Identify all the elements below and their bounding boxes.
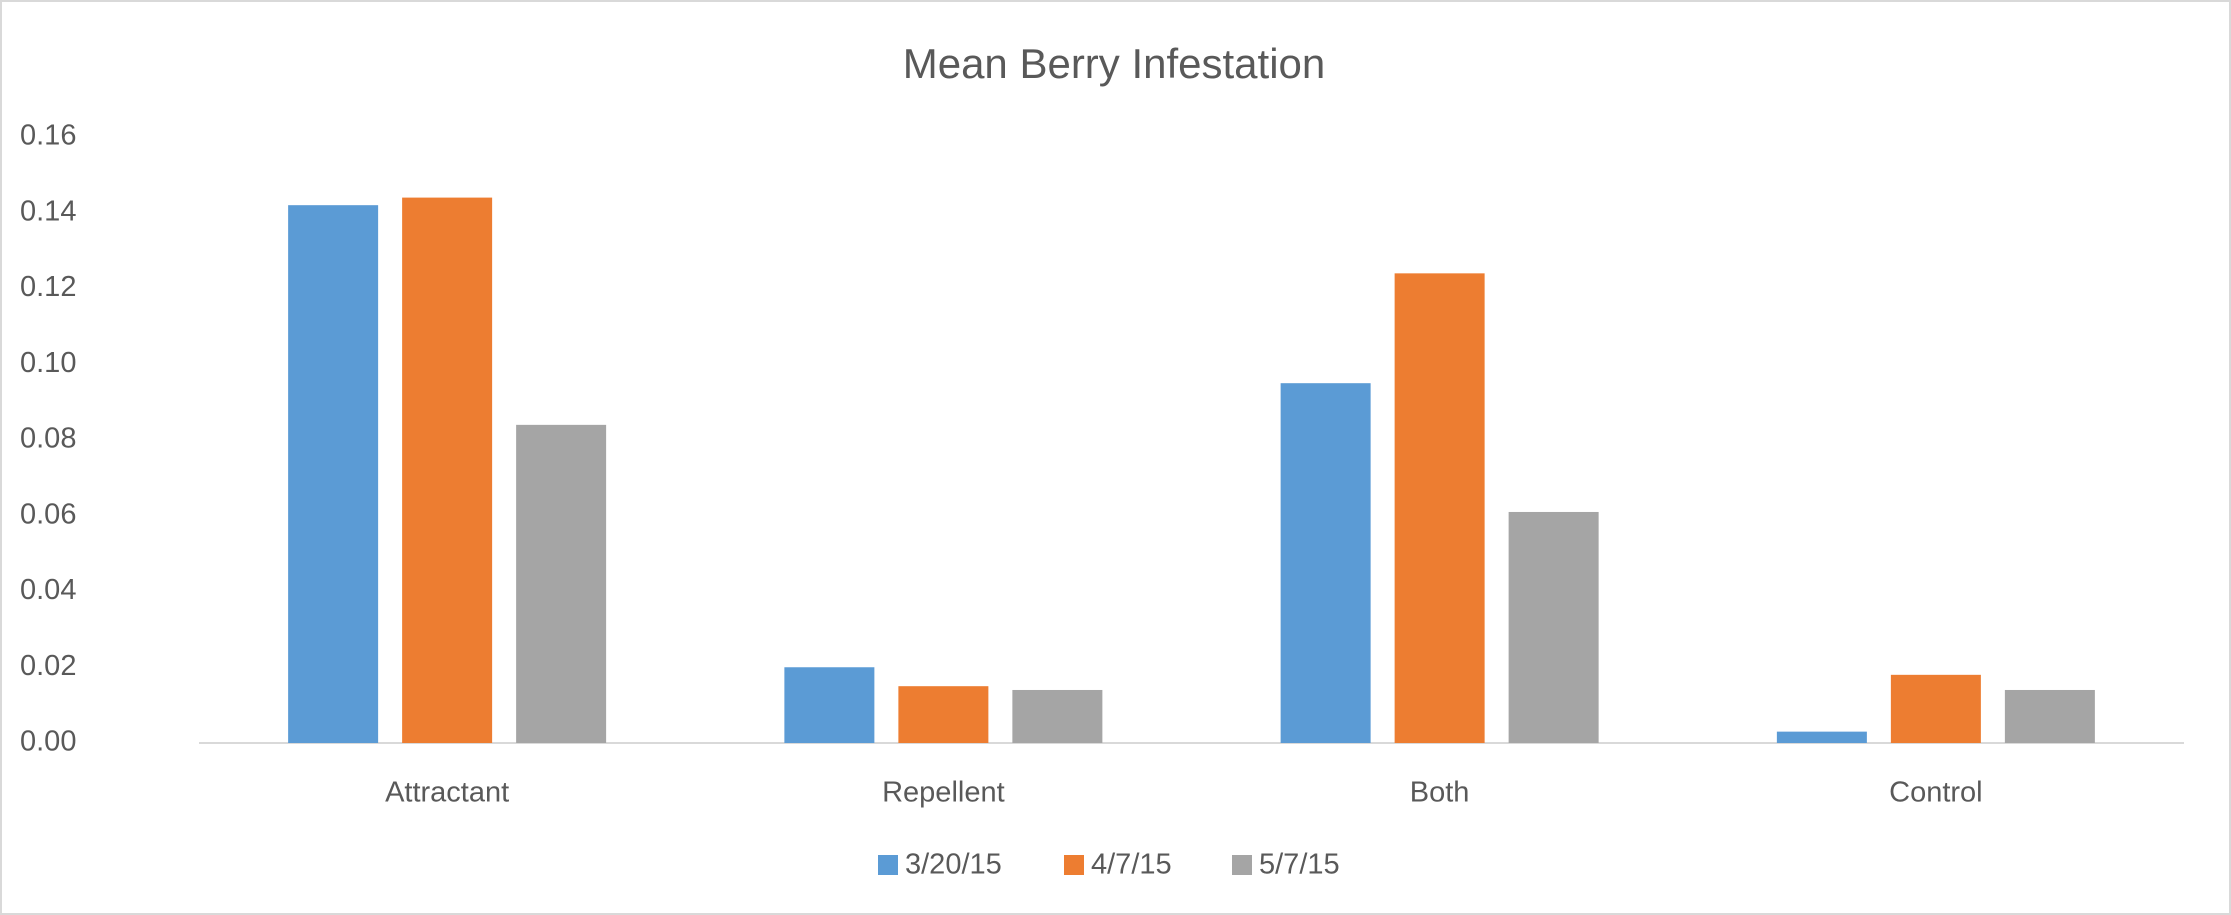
legend-label: 5/7/15 xyxy=(1259,849,1340,881)
x-tick-label: Repellent xyxy=(882,777,1005,809)
legend-label: 3/20/15 xyxy=(905,849,1002,881)
x-tick-label: Attractant xyxy=(385,777,509,809)
bar xyxy=(1776,731,1867,743)
bar xyxy=(2004,689,2095,743)
x-tick-label: Both xyxy=(1410,777,1470,809)
y-tick-label: 0.06 xyxy=(20,498,76,530)
bar xyxy=(288,205,379,744)
bar xyxy=(1508,511,1599,743)
y-tick-label: 0.16 xyxy=(20,120,76,152)
bar xyxy=(516,424,607,743)
y-tick-label: 0.12 xyxy=(20,271,76,303)
y-tick-label: 0.04 xyxy=(20,574,76,606)
bar xyxy=(402,197,493,744)
legend-swatch xyxy=(878,855,898,875)
y-tick-label: 0.10 xyxy=(20,347,76,379)
bar xyxy=(898,686,989,743)
bar xyxy=(1280,383,1371,743)
y-tick-label: 0.02 xyxy=(20,650,76,682)
bar xyxy=(1890,674,1981,743)
bar xyxy=(1394,273,1485,743)
legend-swatch xyxy=(1064,855,1084,875)
legend-label: 4/7/15 xyxy=(1091,849,1172,881)
bar xyxy=(1012,689,1103,743)
y-tick-label: 0.14 xyxy=(20,195,76,227)
y-tick-label: 0.08 xyxy=(20,423,76,455)
y-tick-label: 0.00 xyxy=(20,726,76,758)
bar xyxy=(784,667,875,743)
chart-title: Mean Berry Infestation xyxy=(903,40,1326,87)
legend-swatch xyxy=(1232,855,1252,875)
x-tick-label: Control xyxy=(1889,777,1983,809)
